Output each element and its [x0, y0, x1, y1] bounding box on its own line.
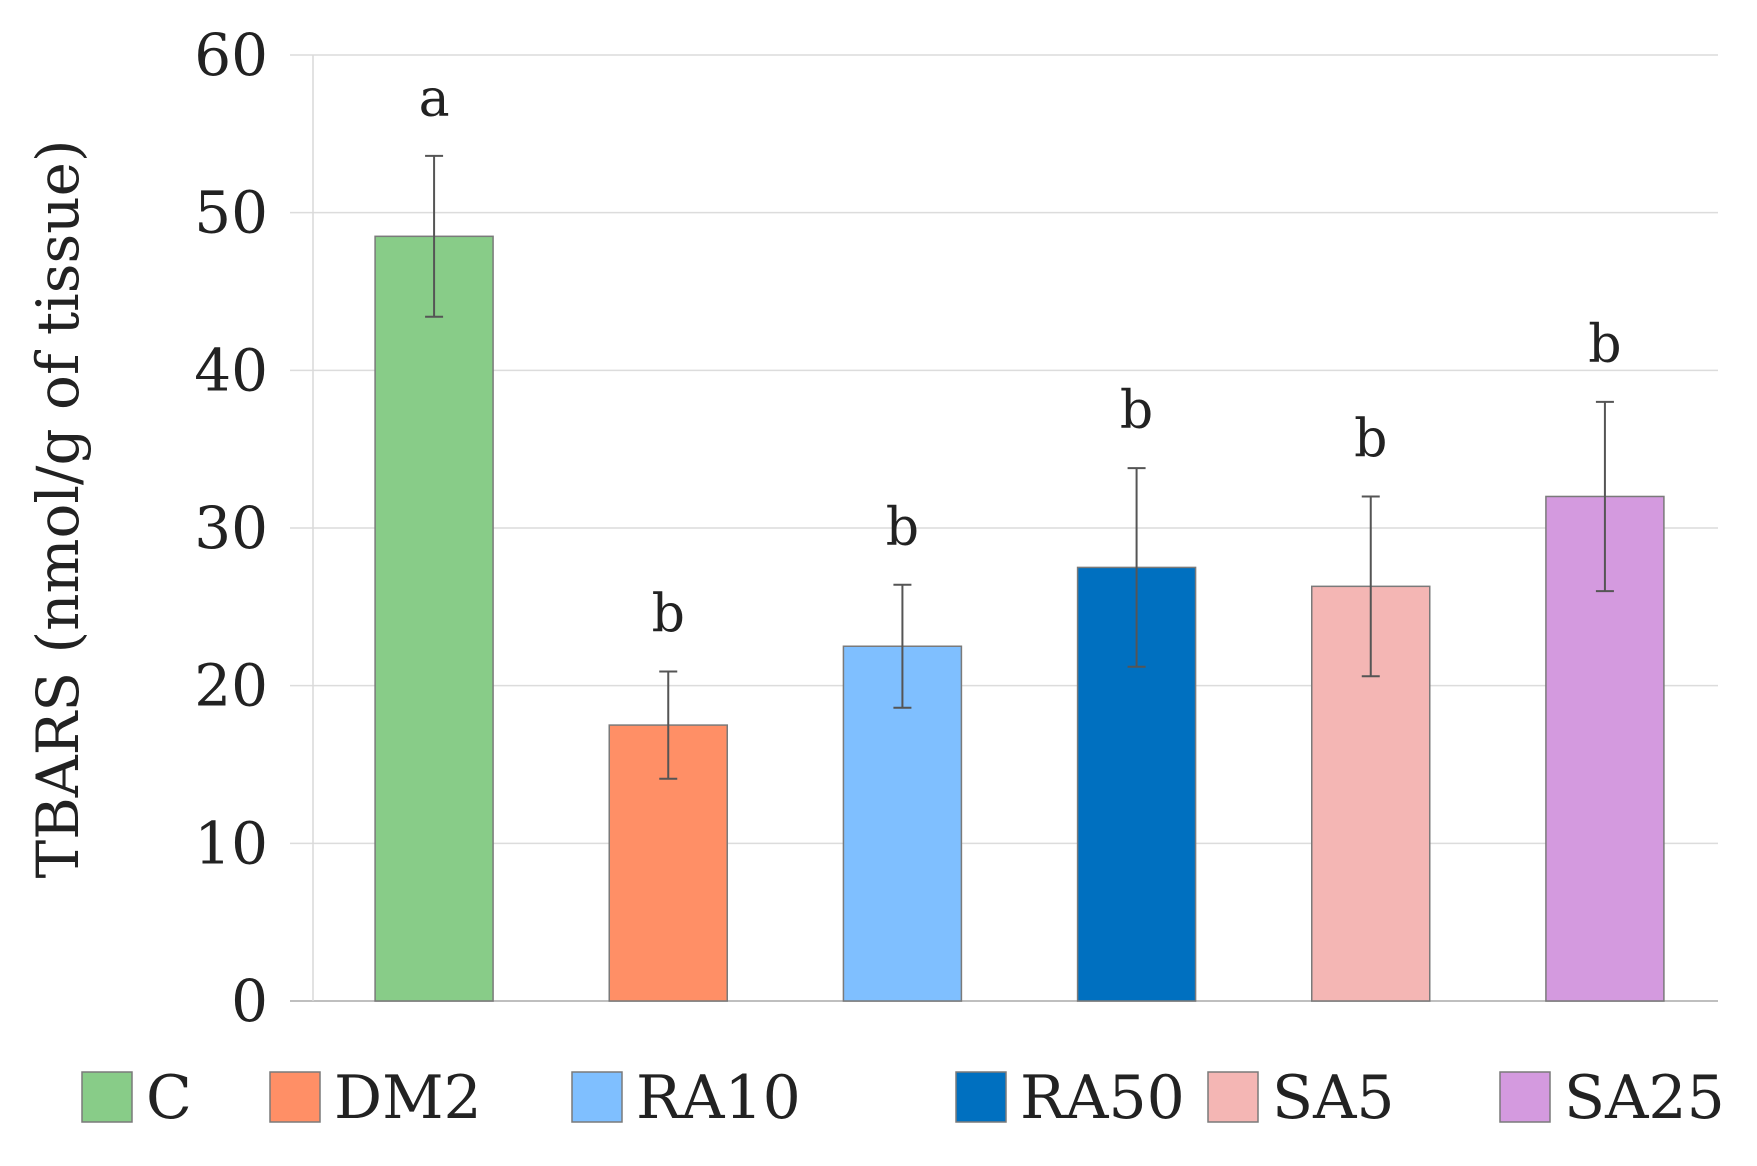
legend-swatch-C — [81, 1071, 133, 1123]
significance-label-C: a — [419, 69, 450, 129]
bar-layer: a b b b b b — [374, 69, 1665, 1002]
significance-label-SA25: b — [1588, 315, 1621, 375]
bar-C — [374, 235, 494, 1002]
legend: C DM2 RA10 RA50 SA5 SA25 — [81, 1063, 1725, 1133]
significance-label-RA10: b — [886, 498, 919, 558]
legend-swatch-RA50 — [955, 1071, 1007, 1123]
legend-label-SA25: SA25 — [1564, 1063, 1725, 1133]
legend-label-RA10: RA10 — [636, 1063, 801, 1133]
y-tick-label: 50 — [194, 179, 268, 247]
legend-swatch-SA25 — [1499, 1071, 1551, 1123]
y-tick-label: 40 — [194, 336, 268, 404]
legend-swatch-SA5 — [1207, 1071, 1259, 1123]
legend-label-SA5: SA5 — [1272, 1063, 1395, 1133]
y-tick-label: 20 — [194, 652, 268, 720]
significance-label-DM2: b — [652, 584, 685, 644]
legend-label-C: C — [146, 1063, 192, 1133]
y-tick-label: 60 — [194, 21, 268, 89]
legend-label-DM2: DM2 — [334, 1063, 482, 1133]
legend-label-RA50: RA50 — [1020, 1063, 1185, 1133]
significance-label-RA50: b — [1120, 381, 1153, 441]
grid-layer — [290, 54, 1718, 1002]
y-tick-label: 30 — [194, 494, 268, 562]
legend-swatch-DM2 — [269, 1071, 321, 1123]
legend-swatch-RA10 — [571, 1071, 623, 1123]
significance-label-SA5: b — [1354, 409, 1387, 469]
axis-layer: 0 10 20 30 40 50 60 — [194, 21, 314, 1035]
bar-RA50 — [1076, 566, 1197, 1002]
y-axis-label: TBARS (nmol/g of tissue) — [24, 139, 92, 878]
y-tick-label: 10 — [194, 809, 268, 877]
y-tick-label: 0 — [231, 967, 268, 1035]
